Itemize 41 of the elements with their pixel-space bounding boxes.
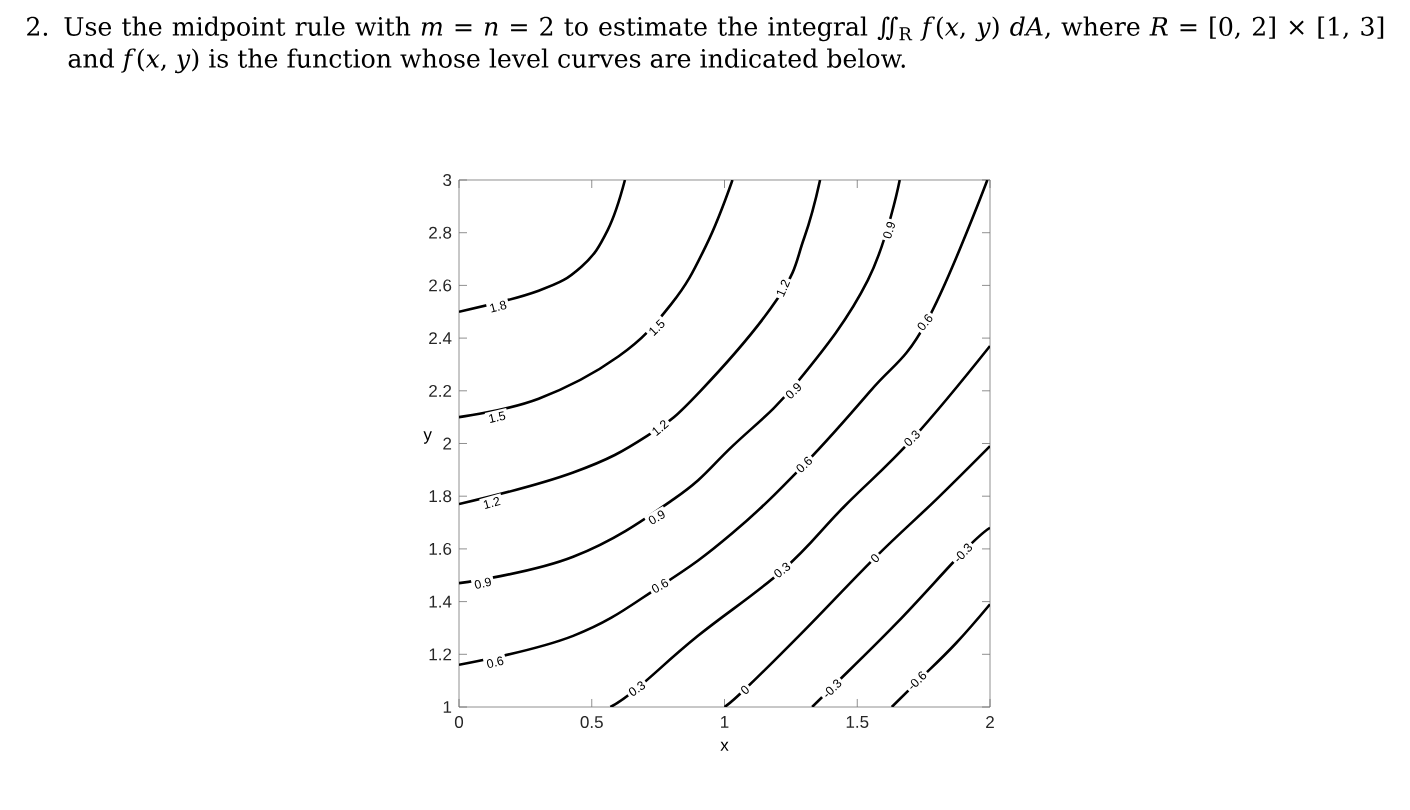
- y-tick-label: 2.8: [429, 226, 452, 239]
- annotation: 1.8: [490, 300, 507, 313]
- y-tick-label: 1.8: [429, 490, 452, 503]
- annotation: 0.6: [917, 314, 933, 331]
- annotation: 1.2: [652, 420, 669, 436]
- x-tick-label: 0.5: [580, 716, 603, 729]
- annotation: -0.6: [910, 671, 927, 689]
- annotation: -0.3: [956, 543, 973, 562]
- x-tick-label: 1.5: [846, 716, 869, 728]
- annotation: 1.2: [776, 279, 791, 297]
- annotation: -0.3: [825, 679, 842, 697]
- y-tick-label: 1.4: [429, 595, 452, 608]
- annotation: 0: [871, 554, 879, 563]
- y-tick-label: 3: [443, 174, 452, 187]
- annotation: 0.3: [628, 681, 646, 696]
- y-tick-label: 1.2: [429, 648, 452, 661]
- annotation: 1.5: [649, 319, 665, 336]
- annotation: 0.9: [648, 510, 665, 525]
- annotation: 1.2: [483, 497, 501, 510]
- y-tick-label: 2: [443, 437, 452, 450]
- annotation: 0: [741, 685, 749, 694]
- annotation: 1.5: [489, 411, 506, 423]
- annotation: 0.9: [785, 383, 801, 399]
- annotation: 0.6: [651, 578, 669, 593]
- x-tick-label: 1: [721, 716, 729, 728]
- x-tick-label: 2: [986, 716, 994, 728]
- y-tick-label: 2.6: [429, 279, 452, 292]
- annotation: 0.9: [474, 577, 491, 589]
- annotation: 0.6: [486, 656, 504, 668]
- annotation: 0.6: [796, 456, 812, 473]
- x-axis-title: x: [720, 741, 729, 751]
- x-tick-label: 0: [454, 716, 464, 729]
- y-tick-label: 2.2: [429, 384, 452, 397]
- annotation: 0.9: [883, 221, 895, 239]
- y-tick-label: 1.6: [429, 542, 452, 555]
- y-tick-label: 1: [443, 701, 452, 713]
- y-axis-title: y: [423, 431, 432, 444]
- annotation: 0.3: [774, 562, 791, 578]
- chart-title: 2. Use the midpoint rule with m = n = 2 to estimate the integral ∬$_{R}$ f(x, y) dA, where R = [0, 2] × [1, 3] and f(x, y) is the function whose level curves are indicated below.: [27, 16, 1384, 74]
- y-tick-label: 2.4: [429, 332, 452, 345]
- annotation: 0.3: [904, 430, 920, 446]
